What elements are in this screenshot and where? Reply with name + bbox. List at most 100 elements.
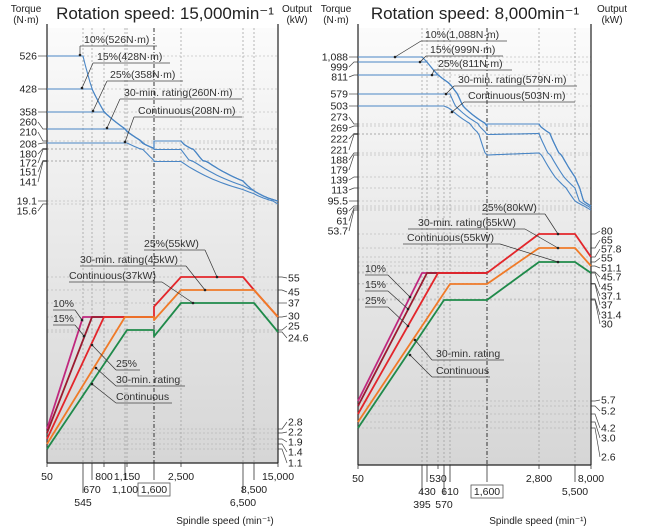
x-tick-label: 8,500 <box>241 484 267 496</box>
torque-tick-leader <box>37 148 47 155</box>
power-tick-leader <box>591 413 601 429</box>
torque-tick-leader <box>348 207 358 222</box>
highlight-box <box>137 482 171 497</box>
torque-tick-leader <box>348 205 358 212</box>
annotation-leader <box>409 354 433 378</box>
torque-tick-leader <box>348 61 358 68</box>
power-tick-leader <box>591 230 601 235</box>
power-tick-label: 37 <box>601 300 613 312</box>
power-annotation: 25% <box>365 295 386 307</box>
plot-area <box>358 28 591 465</box>
torque-line-continuous <box>358 105 592 211</box>
torque-tick-leader <box>37 161 47 183</box>
power-annotation: 10% <box>53 298 74 310</box>
power-line-30-min-rating <box>357 247 592 423</box>
torque-tick-label: 811 <box>331 72 348 84</box>
annotation-point <box>556 232 560 236</box>
power-tick-leader <box>278 438 288 443</box>
x-tick-label: 570 <box>435 499 453 511</box>
annotation-point <box>450 110 454 114</box>
annotation-leader <box>106 98 121 129</box>
x-tick-label: 545 <box>74 497 92 509</box>
power-tick-leader <box>278 431 288 434</box>
power-tick-label: 1.1 <box>288 458 303 470</box>
torque-axis-label: Torque <box>321 4 352 15</box>
power-tick-label: 3.0 <box>601 433 616 445</box>
torque-annotation: Continuous(208N·m) <box>138 105 235 117</box>
power-tick-label: 2.6 <box>601 452 616 464</box>
torque-line-30-min-rating <box>47 128 279 202</box>
annotation-point <box>413 338 417 342</box>
power-annotation: 15% <box>53 313 74 325</box>
torque-tick-leader <box>348 74 358 78</box>
annotation-point <box>406 307 410 311</box>
output-axis-unit: (kW) <box>601 15 622 26</box>
annotation-leader <box>124 116 135 143</box>
annotation-leader <box>91 344 117 371</box>
power-tick-leader <box>591 257 601 263</box>
power-tick-label: 65 <box>601 235 613 247</box>
power-line-25- <box>46 276 279 440</box>
power-tick-label: 45 <box>601 282 613 294</box>
torque-tick-label: 358 <box>19 107 37 119</box>
x-tick-label: 5,500 <box>562 486 588 498</box>
x-tick-label: 800 <box>95 471 113 483</box>
annotation-point <box>393 55 397 59</box>
power-line-continuous <box>357 261 592 429</box>
power-tick-label: 2.8 <box>288 417 303 429</box>
torque-line-25- <box>358 74 592 207</box>
power-tick-label: 1.4 <box>288 447 303 459</box>
power-tick-leader <box>278 443 288 453</box>
torque-tick-label: 208 <box>19 139 37 151</box>
power-tick-label: 31.4 <box>601 310 622 322</box>
power-tick-label: 80 <box>601 226 613 238</box>
power-annotation: Continuous <box>436 365 489 377</box>
x-tick-label: 530 <box>429 473 447 485</box>
power-tick-leader <box>591 271 601 278</box>
annotation-leader <box>74 309 83 321</box>
x-tick-label: 610 <box>441 486 459 498</box>
annotation-leader <box>74 324 85 337</box>
x-tick-label: 8,000 <box>578 473 604 485</box>
annotation-point <box>94 366 98 370</box>
annotation-point <box>90 343 94 347</box>
torque-axis-label: Torque <box>11 4 42 15</box>
power-tick-label: 30 <box>288 311 300 323</box>
annotation-leader <box>81 62 94 89</box>
torque-tick-label: 53.7 <box>328 226 349 238</box>
torque-tick-leader <box>37 203 47 212</box>
torque-axis-unit: (N·m) <box>323 15 349 26</box>
torque-annotation: 15%(999N·m) <box>430 44 495 56</box>
power-tick-leader <box>278 315 288 318</box>
power-tick-leader <box>278 289 288 293</box>
torque-line-30-min-rating <box>358 93 592 209</box>
power-tick-label: 51.1 <box>601 263 622 275</box>
power-tick-leader <box>278 276 288 279</box>
torque-tick-label: 172 <box>19 158 37 170</box>
annotation-point <box>430 73 434 77</box>
torque-tick-leader <box>348 154 358 171</box>
annotation-point <box>80 318 84 322</box>
torque-tick-label: 273 <box>330 112 348 124</box>
torque-tick-label: 260 <box>19 117 37 129</box>
torque-tick-label: 222 <box>330 134 348 146</box>
x-tick-label: 15,000 <box>262 471 294 483</box>
power-tick-leader <box>591 399 601 402</box>
power-annotation: Continuous(37kW) <box>69 270 156 282</box>
power-tick-label: 57.8 <box>601 244 622 256</box>
annotation-leader <box>185 265 206 291</box>
annotation-leader <box>204 249 218 278</box>
chart-2: Rotation speed: 8,000min⁻¹ Torque(N·m) Out… <box>321 4 628 527</box>
torque-annotation: 25%(811N·m) <box>438 58 503 70</box>
torque-tick-label: 999 <box>330 62 348 74</box>
power-annotation: Continuous(55kW) <box>407 232 494 244</box>
annotation-leader <box>451 101 465 113</box>
power-tick-leader <box>591 421 601 439</box>
torque-tick-label: 15.6 <box>17 206 38 218</box>
power-tick-leader <box>278 331 288 339</box>
power-annotation: 25%(55kW) <box>144 238 199 250</box>
power-annotation: 30-min. rating <box>116 374 180 386</box>
annotation-point <box>123 140 127 144</box>
x-tick-label: 395 <box>413 499 431 511</box>
